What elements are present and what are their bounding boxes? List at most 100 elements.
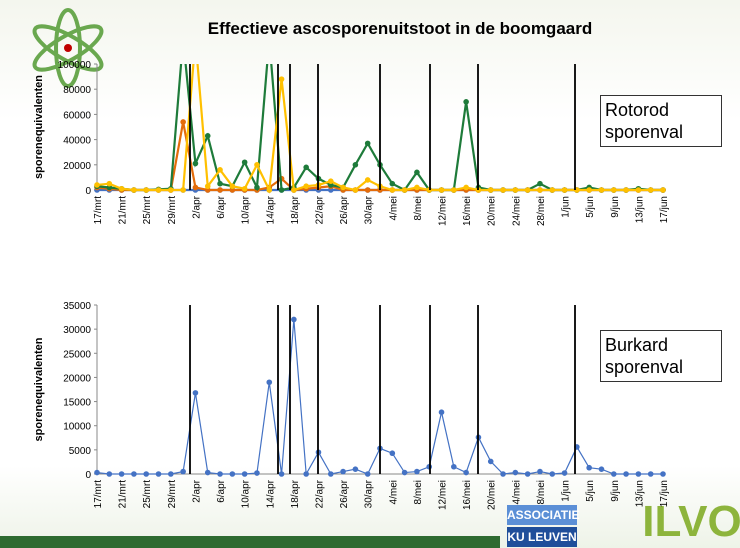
y-axis-label: sporenequivalenten [33, 337, 45, 441]
data-point [365, 177, 371, 183]
x-tick-label: 13/jun [634, 196, 645, 223]
data-point [291, 187, 297, 193]
data-point [611, 187, 617, 193]
data-point [217, 187, 223, 193]
data-point [365, 187, 371, 193]
data-point [525, 187, 531, 193]
x-tick-label: 10/apr [241, 195, 252, 224]
data-point [648, 187, 654, 193]
annotation: Burkard sporenval [600, 330, 722, 382]
x-tick-label: 17/mrt [93, 480, 104, 509]
data-point [402, 187, 408, 193]
y-tick-label: 20000 [63, 373, 91, 384]
x-tick-label: 8/mei [413, 196, 424, 220]
data-point [303, 183, 309, 189]
data-point [500, 471, 506, 477]
x-tick-label: 17/mrt [93, 196, 104, 225]
data-point [205, 183, 211, 189]
x-tick-label: 26/apr [339, 195, 350, 224]
x-tick-label: 5/jun [585, 196, 596, 218]
data-point [414, 170, 420, 176]
x-tick-label: 2/apr [191, 195, 202, 218]
data-point [660, 471, 666, 477]
data-point [353, 466, 359, 472]
slide: Effectieve ascosporenuitstoot in de boom… [0, 0, 740, 548]
data-point [254, 470, 260, 476]
data-point [230, 183, 236, 189]
x-tick-label: 14/apr [265, 479, 276, 508]
x-tick-label: 14/apr [265, 195, 276, 224]
data-point [623, 471, 629, 477]
y-tick-label: 0 [85, 186, 91, 197]
data-point [599, 187, 605, 193]
x-tick-label: 4/mei [388, 196, 399, 220]
data-point [562, 470, 568, 476]
data-point [439, 187, 445, 193]
data-point [402, 470, 408, 476]
x-tick-label: 29/mrt [167, 196, 178, 225]
data-point [537, 181, 543, 187]
x-tick-label: 1/jun [561, 196, 572, 218]
data-point [279, 76, 285, 82]
data-point [513, 470, 519, 476]
data-point [648, 471, 654, 477]
data-point [390, 187, 396, 193]
y-tick-label: 100000 [58, 60, 92, 71]
data-point [254, 162, 260, 168]
annotation: Rotorod sporenval [600, 95, 722, 147]
data-point [254, 185, 260, 191]
data-point [107, 181, 113, 187]
data-point [217, 181, 223, 187]
data-point [488, 187, 494, 193]
y-tick-label: 60000 [63, 110, 91, 121]
x-tick-label: 12/mei [438, 480, 449, 510]
data-point [660, 187, 666, 193]
x-tick-label: 26/apr [339, 479, 350, 508]
y-tick-label: 25000 [63, 349, 91, 360]
atom-logo [29, 10, 107, 86]
data-point [143, 187, 149, 193]
data-point [451, 187, 457, 193]
data-point [230, 471, 236, 477]
data-point [168, 187, 174, 193]
data-point [328, 178, 334, 184]
x-tick-label: 30/apr [364, 479, 375, 508]
data-point [439, 409, 445, 415]
data-point [414, 185, 420, 191]
y-tick-label: 35000 [63, 301, 91, 312]
x-tick-label: 21/mrt [118, 480, 129, 509]
x-tick-label: 13/jun [634, 480, 645, 507]
x-tick-label: 22/apr [314, 479, 325, 508]
x-tick-label: 18/apr [290, 479, 301, 508]
x-tick-label: 25/mrt [142, 480, 153, 509]
data-point [94, 470, 100, 476]
x-tick-label: 8/mei [413, 480, 424, 504]
y-tick-label: 10000 [63, 422, 91, 433]
x-tick-label: 5/jun [585, 480, 596, 502]
data-point [500, 187, 506, 193]
x-tick-label: 17/jun [659, 196, 670, 223]
x-tick-label: 10/apr [241, 479, 252, 508]
x-tick-label: 22/apr [314, 195, 325, 224]
y-tick-label: 0 [85, 470, 91, 481]
data-point [586, 187, 592, 193]
data-point [242, 471, 248, 477]
data-point [119, 471, 125, 477]
data-point [353, 162, 359, 168]
data-point [488, 459, 494, 465]
data-point [525, 471, 531, 477]
data-point [131, 187, 137, 193]
y-tick-label: 15000 [63, 398, 91, 409]
data-point [193, 161, 199, 167]
data-point [193, 185, 199, 191]
x-tick-label: 2/apr [191, 479, 202, 502]
slide-title: Effectieve ascosporenuitstoot in de boom… [208, 19, 592, 38]
x-tick-label: 6/apr [216, 195, 227, 218]
x-tick-label: 16/mei [462, 480, 473, 510]
data-point [451, 464, 457, 470]
chart: Effectieve ascosporenuitstoot in de boom… [0, 0, 740, 548]
data-point [291, 317, 297, 323]
data-point [463, 185, 469, 191]
data-point [242, 186, 248, 192]
x-tick-label: 6/apr [216, 479, 227, 502]
